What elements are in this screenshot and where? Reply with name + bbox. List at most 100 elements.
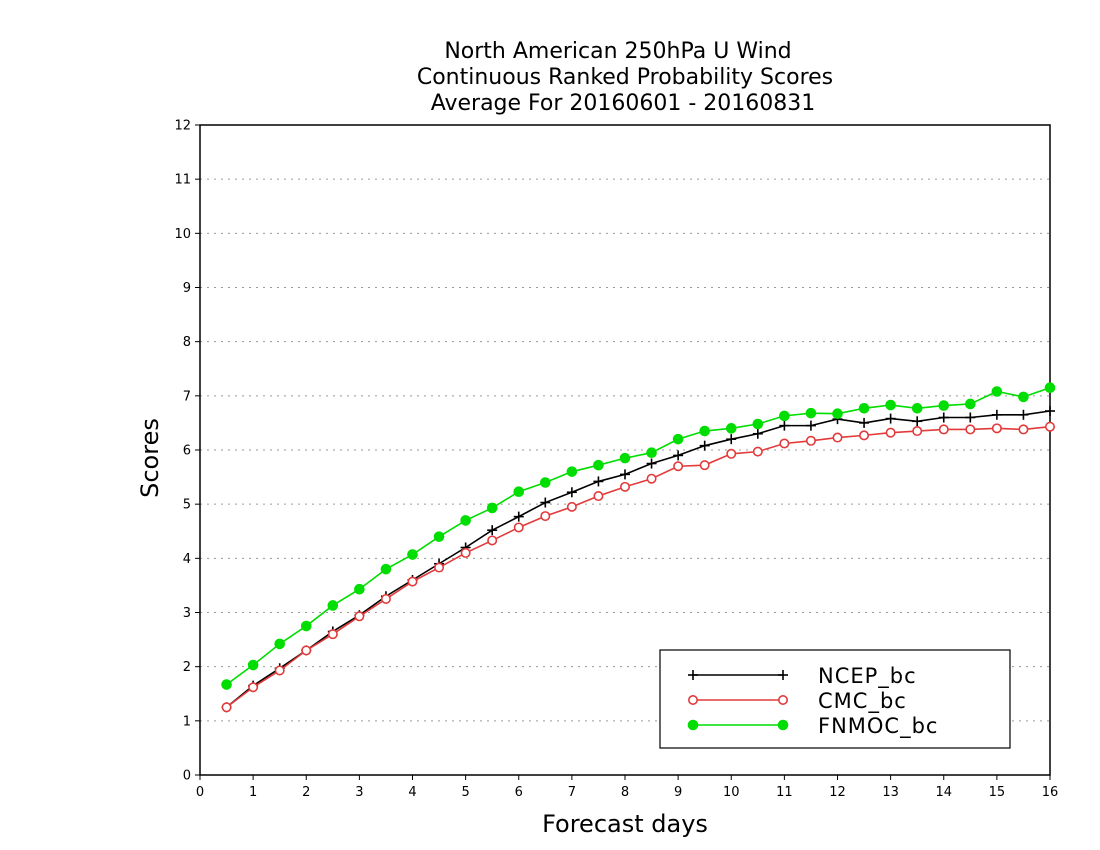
x-tick-label: 6 (515, 785, 523, 800)
data-point-fnmoc-bc (805, 407, 817, 419)
data-point-ncep-bc (593, 476, 604, 487)
data-point-cmc-bc (805, 435, 816, 446)
y-tick-label: 10 (174, 227, 191, 242)
data-point-ncep-bc (540, 497, 551, 508)
data-point-fnmoc-bc (380, 563, 392, 575)
data-point-ncep-bc (805, 420, 816, 431)
data-point-cmc-bc (646, 473, 657, 484)
data-point-fnmoc-bc (1018, 391, 1029, 403)
data-point-ncep-bc (646, 458, 657, 469)
x-tick-label: 8 (621, 785, 629, 800)
data-point-ncep-bc (1045, 406, 1055, 416)
data-point-ncep-bc (779, 420, 790, 431)
data-point-fnmoc-bc (354, 583, 365, 595)
x-tick-label: 10 (723, 785, 740, 800)
data-point-cmc-bc (380, 593, 391, 604)
y-tick-label: 4 (183, 552, 191, 567)
data-point-ncep-bc (938, 412, 949, 423)
y-tick-label: 7 (183, 389, 191, 404)
data-point-cmc-bc (673, 461, 684, 472)
data-point-ncep-bc (673, 450, 684, 461)
data-point-ncep-bc (513, 511, 524, 522)
data-point-cmc-bc (248, 682, 259, 693)
data-point-fnmoc-bc (938, 400, 950, 411)
data-point-fnmoc-bc (460, 515, 471, 526)
x-tick-label: 2 (302, 785, 310, 800)
data-point-cmc-bc (566, 501, 577, 512)
data-point-fnmoc-bc (885, 399, 896, 411)
legend-label-fnmoc-bc: FNMOC_bc (818, 714, 938, 739)
data-point-fnmoc-bc (699, 425, 710, 437)
data-point-fnmoc-bc (672, 433, 684, 445)
data-point-ncep-bc (620, 469, 630, 480)
data-point-fnmoc-bc (221, 679, 232, 690)
y-tick-label: 0 (183, 769, 191, 784)
data-point-fnmoc-bc (407, 549, 418, 560)
x-tick-label: 1 (249, 785, 257, 800)
data-point-cmc-bc (965, 424, 976, 435)
legend-marker-cmc-bc (687, 694, 698, 705)
data-point-ncep-bc (699, 440, 710, 451)
title-line-2: Continuous Ranked Probability Scores (417, 65, 833, 90)
data-point-cmc-bc (513, 522, 524, 533)
data-point-cmc-bc (726, 448, 737, 459)
data-point-fnmoc-bc (646, 447, 657, 459)
y-tick-label: 8 (183, 335, 191, 350)
data-point-fnmoc-bc (540, 477, 551, 488)
data-point-cmc-bc (593, 491, 604, 502)
data-point-fnmoc-bc (991, 386, 1003, 397)
data-point-fnmoc-bc (619, 452, 631, 464)
legend-marker-cmc-bc (777, 694, 788, 705)
data-point-cmc-bc (301, 645, 312, 656)
data-point-ncep-bc (487, 525, 498, 536)
x-tick-label: 9 (674, 785, 682, 800)
y-tick-label: 5 (183, 498, 191, 513)
data-point-ncep-bc (752, 428, 763, 439)
x-tick-label: 5 (461, 785, 469, 800)
title-line-1: North American 250hPa U Wind (444, 39, 791, 64)
x-tick-label: 7 (568, 785, 576, 800)
data-point-fnmoc-bc (858, 402, 870, 414)
data-point-fnmoc-bc (779, 410, 790, 422)
x-tick-label: 15 (989, 785, 1006, 800)
chart-title: North American 250hPa U Wind Continuous … (417, 39, 833, 116)
data-point-fnmoc-bc (911, 402, 923, 414)
y-tick-label: 3 (183, 606, 191, 621)
data-point-fnmoc-bc (513, 486, 525, 498)
data-point-cmc-bc (752, 446, 763, 457)
y-tick-label: 12 (174, 119, 191, 134)
data-point-cmc-bc (912, 426, 923, 437)
data-point-ncep-bc (1018, 409, 1029, 420)
data-point-fnmoc-bc (433, 531, 445, 542)
legend-marker-fnmoc-bc (687, 719, 699, 731)
x-tick-label: 11 (776, 785, 793, 800)
series-fnmoc-bc (221, 382, 1056, 690)
x-tick-label: 16 (1042, 785, 1059, 800)
data-point-fnmoc-bc (965, 398, 976, 410)
legend-marker-fnmoc-bc (777, 719, 789, 731)
data-point-fnmoc-bc (274, 638, 285, 650)
data-point-ncep-bc (859, 417, 870, 428)
x-tick-label: 0 (196, 785, 204, 800)
data-point-cmc-bc (460, 547, 471, 558)
data-point-cmc-bc (274, 665, 285, 676)
data-point-fnmoc-bc (725, 423, 737, 434)
data-point-fnmoc-bc (486, 502, 498, 514)
data-point-cmc-bc (832, 432, 843, 443)
data-point-cmc-bc (407, 576, 418, 587)
y-tick-label: 2 (183, 660, 191, 675)
data-point-cmc-bc (1018, 424, 1029, 435)
legend-label-ncep-bc: NCEP_bc (818, 664, 917, 689)
x-axis-label: Forecast days (542, 810, 708, 838)
data-point-ncep-bc (566, 487, 577, 498)
data-point-cmc-bc (779, 438, 790, 449)
title-line-3: Average For 20160601 - 20160831 (431, 91, 816, 116)
data-point-cmc-bc (354, 611, 365, 622)
data-point-fnmoc-bc (247, 659, 259, 671)
series-cmc-bc (221, 421, 1056, 713)
data-point-fnmoc-bc (832, 408, 843, 420)
y-tick-label: 1 (183, 714, 191, 729)
data-point-cmc-bc (540, 511, 551, 522)
y-tick-label: 11 (174, 173, 191, 188)
